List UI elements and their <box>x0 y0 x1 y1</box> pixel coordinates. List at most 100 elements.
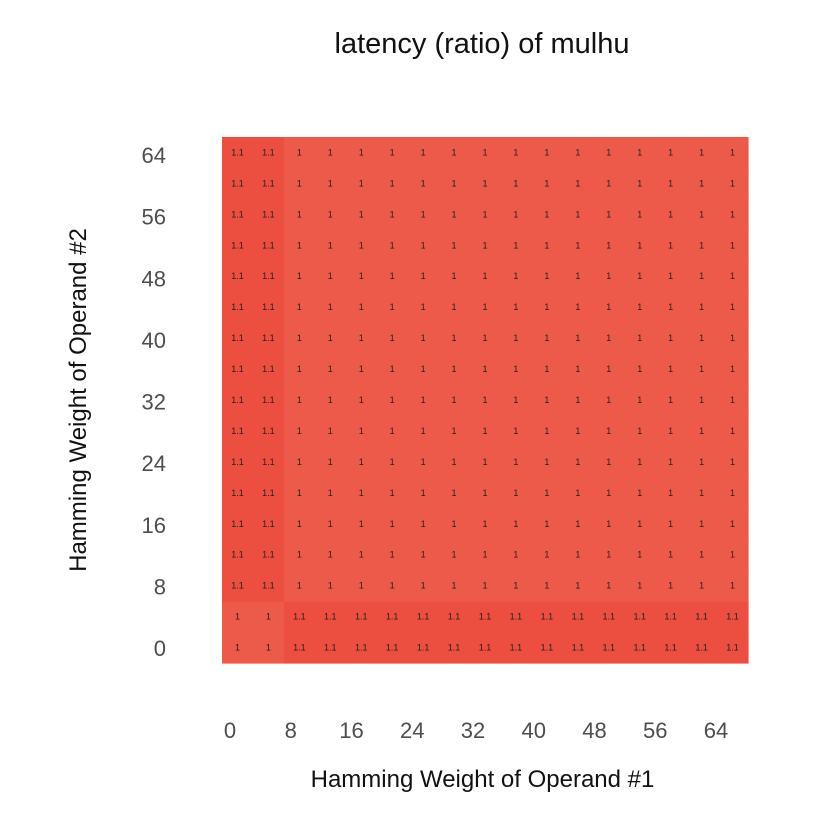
heatmap-cell-label: 1 <box>637 333 642 343</box>
heatmap-cell <box>407 508 440 540</box>
heatmap-cell <box>624 291 656 324</box>
heatmap-cell-label: 1 <box>297 581 302 591</box>
heatmap-cell <box>222 508 254 540</box>
heatmap-cell-label: 1 <box>575 333 580 343</box>
heatmap-cell <box>345 570 378 602</box>
heatmap-cell <box>717 508 749 540</box>
heatmap-cell <box>624 167 656 200</box>
heatmap-cell-label: 1.1 <box>231 271 244 281</box>
heatmap-cell-label: 1 <box>359 302 364 312</box>
heatmap-cell <box>283 632 316 664</box>
heatmap-cell-label: 1 <box>421 147 426 157</box>
heatmap-cell-label: 1 <box>513 457 518 467</box>
heatmap-cell <box>717 415 749 448</box>
heatmap-cell <box>531 570 563 602</box>
heatmap-cell-label: 1.1 <box>726 612 739 622</box>
y-tick-label: 8 <box>154 574 166 599</box>
heatmap-cell <box>438 291 471 324</box>
heatmap-cell <box>283 570 316 602</box>
heatmap-cell-label: 1 <box>544 519 549 529</box>
heatmap-cell-label: 1 <box>668 178 673 188</box>
y-axis-ticks: 0 8 16 24 32 40 48 56 64 <box>142 143 166 661</box>
heatmap-cell-label: 1 <box>637 581 642 591</box>
heatmap-cell <box>283 260 316 293</box>
heatmap-cell <box>283 353 316 386</box>
heatmap-cell <box>655 477 687 509</box>
heatmap-cell <box>469 260 502 293</box>
heatmap-cell <box>562 137 594 169</box>
heatmap-cell-label: 1 <box>328 333 333 343</box>
heatmap-cell-label: 1 <box>421 178 426 188</box>
heatmap-cell-label: 1.1 <box>231 302 244 312</box>
heatmap-cell-label: 1 <box>668 147 673 157</box>
heatmap-cell-label: 1 <box>452 426 457 436</box>
heatmap-cell-label: 1.1 <box>262 302 275 312</box>
heatmap-cell <box>593 229 625 262</box>
heatmap-cell-label: 1.1 <box>262 519 275 529</box>
heatmap-cell-label: 1 <box>730 302 735 312</box>
heatmap-cell-label: 1 <box>668 240 673 250</box>
heatmap-cell-label: 1 <box>482 488 487 498</box>
heatmap-cell <box>593 477 625 509</box>
heatmap-cell-label: 1 <box>544 178 549 188</box>
heatmap-cell-label: 1 <box>297 364 302 374</box>
heatmap-cell <box>624 415 656 448</box>
heatmap-cell-label: 1 <box>544 209 549 219</box>
heatmap-cell-label: 1 <box>699 519 704 529</box>
heatmap-cell-label: 1.1 <box>324 612 337 622</box>
heatmap-cell-label: 1 <box>730 395 735 405</box>
heatmap-cell <box>314 291 347 324</box>
heatmap-cell-label: 1 <box>699 581 704 591</box>
heatmap-cell-label: 1 <box>452 271 457 281</box>
heatmap-cell <box>283 446 316 478</box>
heatmap-cell <box>222 415 254 448</box>
heatmap-cell <box>407 570 440 602</box>
heatmap-cell <box>438 539 471 571</box>
heatmap-cell <box>222 477 254 509</box>
heatmap-cell <box>531 384 563 417</box>
heatmap-cell <box>624 229 656 262</box>
heatmap-cell-label: 1.1 <box>355 612 368 622</box>
heatmap-cell-label: 1 <box>544 364 549 374</box>
heatmap-cell-label: 1 <box>513 488 518 498</box>
heatmap-cell <box>438 477 471 509</box>
heatmap-cell-label: 1 <box>606 395 611 405</box>
heatmap-cell-label: 1 <box>390 457 395 467</box>
heatmap-cell-label: 1 <box>668 426 673 436</box>
heatmap-cell-label: 1 <box>328 364 333 374</box>
heatmap-cell <box>345 260 378 293</box>
heatmap-cell-label: 1 <box>421 395 426 405</box>
heatmap-cell-label: 1 <box>668 364 673 374</box>
heatmap-cell <box>593 632 625 664</box>
heatmap-cell <box>531 632 563 664</box>
heatmap-cell <box>283 539 316 571</box>
heatmap-cell-label: 1 <box>668 209 673 219</box>
heatmap-cell <box>438 570 471 602</box>
heatmap-cell-label: 1 <box>482 271 487 281</box>
heatmap-cell-label: 1.1 <box>510 612 523 622</box>
heatmap-cell <box>717 384 749 417</box>
heatmap-cell-label: 1 <box>637 302 642 312</box>
heatmap-cell <box>717 322 749 355</box>
heatmap-cell-label: 1 <box>359 395 364 405</box>
heatmap-cell <box>407 167 440 200</box>
heatmap-cell-label: 1 <box>421 364 426 374</box>
heatmap-cell <box>500 198 533 231</box>
heatmap-cell <box>376 601 409 633</box>
heatmap-cell <box>314 415 347 448</box>
heatmap-cell <box>252 353 285 386</box>
heatmap-cell <box>314 508 347 540</box>
heatmap-cell <box>252 229 285 262</box>
heatmap-cell-label: 1 <box>482 581 487 591</box>
heatmap-cell-label: 1 <box>575 519 580 529</box>
heatmap-cell <box>500 353 533 386</box>
heatmap-cell-label: 1 <box>297 302 302 312</box>
heatmap-cell-label: 1 <box>606 519 611 529</box>
heatmap-cell-label: 1 <box>452 302 457 312</box>
heatmap-cell-label: 1 <box>575 550 580 560</box>
heatmap-cell <box>686 353 718 386</box>
heatmap-cell <box>562 477 594 509</box>
heatmap-cell <box>407 384 440 417</box>
heatmap-cell-label: 1 <box>730 209 735 219</box>
heatmap-cell-label: 1 <box>421 426 426 436</box>
